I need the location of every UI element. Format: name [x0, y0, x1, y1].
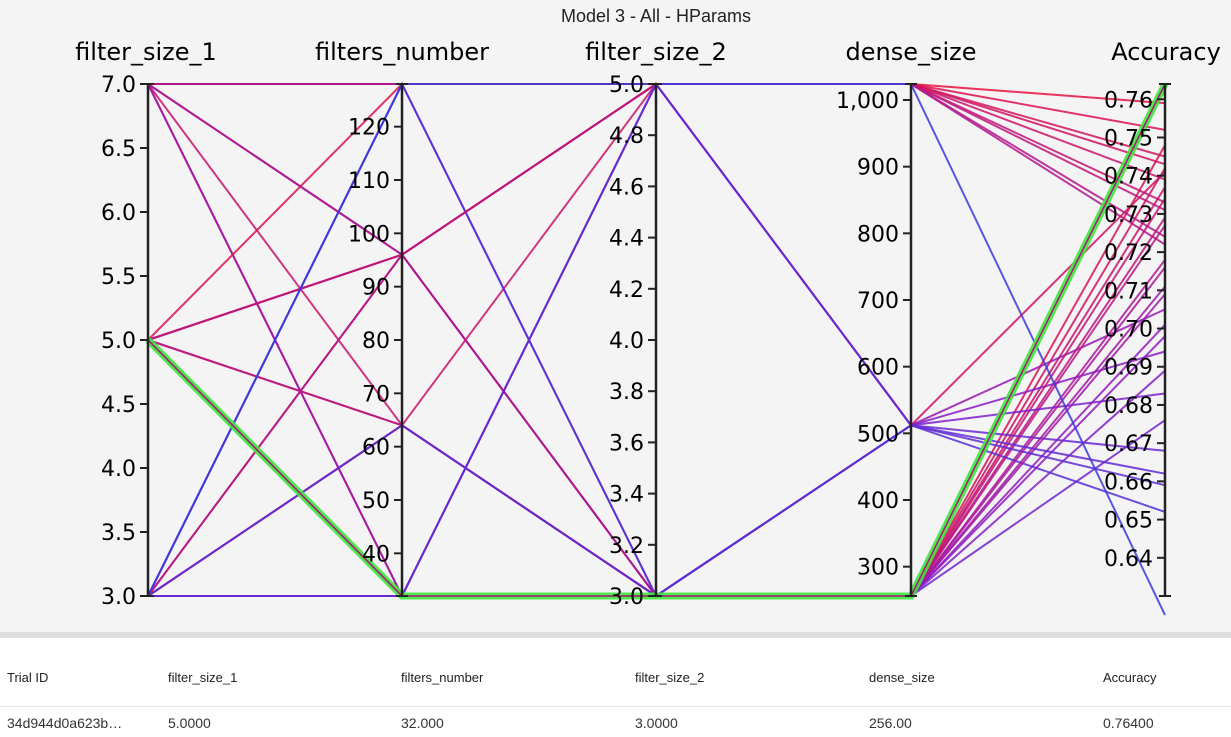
tick-label: 3.8 [609, 380, 644, 405]
axis-title[interactable]: filter_size_2 [585, 38, 727, 66]
cell-filter-size-1: 5.0000 [168, 715, 211, 731]
cell-trial-id: 34d944d0a623b… [7, 715, 123, 731]
tick-label: 0.70 [1104, 318, 1153, 343]
tick-label: 4.0 [609, 329, 644, 354]
header-trial-id[interactable]: Trial ID [7, 670, 49, 685]
axis-filter-size-2[interactable]: filter_size_2 5.0 4.8 4.6 4.4 4.2 4.0 3.8 3.6 3.4… [585, 38, 727, 610]
tick-label: 7.0 [101, 73, 136, 98]
axis-title[interactable]: filters_number [315, 38, 489, 66]
tick-label: 600 [857, 356, 899, 381]
panel-divider[interactable] [0, 632, 1231, 638]
parallel-coordinates-plot[interactable]: filter_size_1 7.0 6.5 6.0 5.5 5.0 4.5 4.0 3.5 3.0… [0, 0, 1231, 632]
tick-label: 3.6 [609, 431, 644, 456]
header-filter-size-2[interactable]: filter_size_2 [635, 670, 705, 685]
axis-filter-size-1[interactable]: filter_size_1 7.0 6.5 6.0 5.5 5.0 4.5 4.0 3.5 3.0 [75, 38, 217, 610]
tick-label: 4.4 [609, 227, 644, 252]
cell-filter-size-2: 3.0000 [635, 715, 678, 731]
tick-label: 70 [362, 382, 390, 407]
plot-svg: filter_size_1 7.0 6.5 6.0 5.5 5.0 4.5 4.0 3.5 3.0… [75, 38, 1221, 616]
axis-title[interactable]: Accuracy [1111, 38, 1221, 66]
tick-label: 3.0 [609, 585, 644, 610]
tick-label: 3.0 [101, 585, 136, 610]
tick-label: 0.64 [1104, 547, 1153, 572]
header-dense-size[interactable]: dense_size [869, 670, 935, 685]
tick-label: 4.0 [101, 457, 136, 482]
axis-dense-size[interactable]: dense_size 1,000 900 800 700 600 500 400 300 [836, 38, 977, 597]
tick-label: 0.67 [1104, 432, 1153, 457]
tick-label: 6.5 [101, 137, 136, 162]
trial-table: Trial ID filter_size_1 filters_number fi… [0, 638, 1231, 737]
tick-label: 0.73 [1104, 203, 1153, 228]
tick-label: 120 [348, 116, 390, 141]
tick-label: 6.0 [101, 201, 136, 226]
tick-label: 0.71 [1104, 279, 1153, 304]
tick-label: 5.0 [101, 329, 136, 354]
tick-label: 4.2 [609, 278, 644, 303]
axes-layer: filter_size_1 7.0 6.5 6.0 5.5 5.0 4.5 4.0 3.5 3.0… [75, 38, 1221, 610]
tick-label: 50 [362, 489, 390, 514]
tick-label: 3.4 [609, 483, 644, 508]
axis-title[interactable]: dense_size [845, 38, 976, 66]
cell-filters-number: 32.000 [401, 715, 444, 731]
header-accuracy[interactable]: Accuracy [1103, 670, 1157, 685]
header-filter-size-1[interactable]: filter_size_1 [168, 670, 238, 685]
tick-label: 0.74 [1104, 165, 1153, 190]
cell-accuracy: 0.76400 [1103, 715, 1154, 731]
axis-accuracy[interactable]: Accuracy 0.76 0.75 0.74 0.73 0.72 0.71 0.70 0.69… [1104, 38, 1221, 597]
axis-filters-number[interactable]: filters_number 120 110 100 90 80 70 60 50 40 [315, 38, 489, 597]
tick-label: 40 [362, 542, 390, 567]
header-filters-number[interactable]: filters_number [401, 670, 484, 685]
axis-title[interactable]: filter_size_1 [75, 38, 217, 66]
tick-label: 100 [348, 222, 390, 247]
tick-label: 0.65 [1104, 509, 1153, 534]
tick-label: 5.0 [609, 73, 644, 98]
tick-label: 0.72 [1104, 241, 1153, 266]
tick-label: 80 [362, 329, 390, 354]
tick-label: 0.68 [1104, 394, 1153, 419]
cell-dense-size: 256.00 [869, 715, 912, 731]
tick-label: 3.5 [101, 521, 136, 546]
tick-label: 700 [857, 289, 899, 314]
row-separator [0, 706, 1231, 707]
tick-label: 4.8 [609, 124, 644, 149]
tick-label: 800 [857, 222, 899, 247]
tick-label: 90 [362, 276, 390, 301]
tick-label: 0.76 [1104, 88, 1153, 113]
tick-label: 0.75 [1104, 126, 1153, 151]
tick-label: 60 [362, 436, 390, 461]
tick-label: 300 [857, 556, 899, 581]
tick-label: 5.5 [101, 265, 136, 290]
plot-title: Model 3 - All - HParams [560, 6, 752, 26]
tick-label: 900 [857, 156, 899, 181]
tick-label: 3.2 [609, 534, 644, 559]
tick-label: 4.6 [609, 175, 644, 200]
tick-label: 500 [857, 422, 899, 447]
tick-label: 110 [348, 169, 390, 194]
tick-label: 400 [857, 489, 899, 514]
tick-label: 0.69 [1104, 356, 1153, 381]
tick-label: 1,000 [836, 89, 899, 114]
tick-label: 0.66 [1104, 470, 1153, 495]
tick-label: 4.5 [101, 393, 136, 418]
